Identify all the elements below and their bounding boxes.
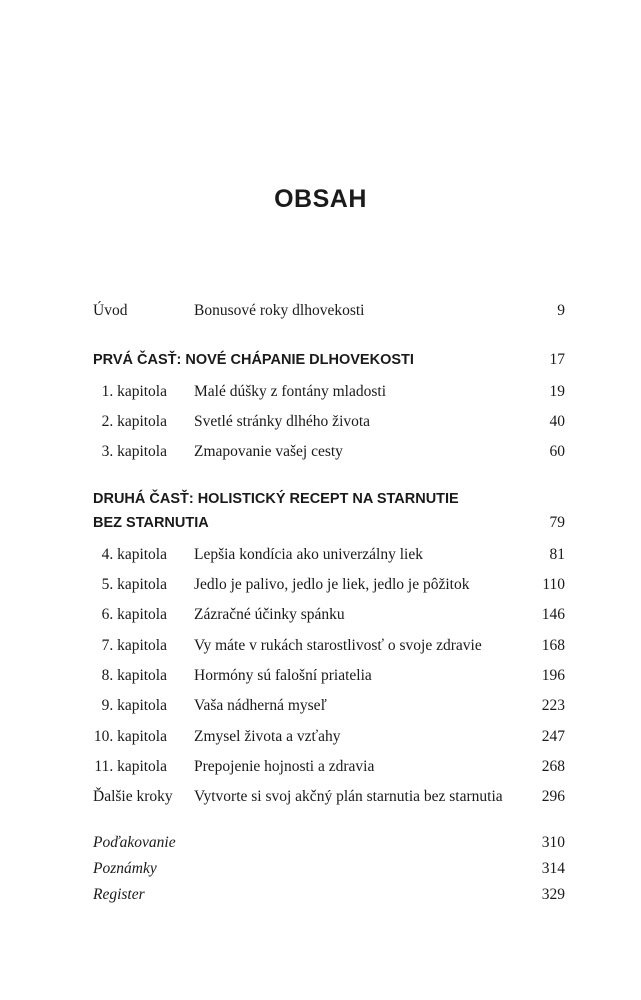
part-title: DRUHÁ ČASŤ: HOLISTICKÝ RECEPT NA STARNUT…: [93, 491, 459, 507]
entry-page: 81: [549, 546, 566, 563]
toc-entry-index: Register 329: [93, 884, 565, 906]
toc-entry-chapter: 1. kapitola Malé dúšky z fontány mladost…: [93, 381, 565, 403]
entry-label: 10. kapitola: [93, 728, 167, 745]
page-title: OBSAH: [274, 185, 367, 213]
entry-title: Hormóny sú falošní priatelia: [194, 667, 372, 684]
entry-page: 17: [549, 351, 566, 368]
toc-entry-chapter: 2. kapitola Svetlé stránky dlhého života…: [93, 411, 565, 433]
entry-page: 60: [549, 443, 566, 460]
entry-page: 196: [541, 667, 565, 684]
toc-entry-chapter: 10. kapitola Zmysel života a vzťahy 247: [93, 726, 565, 748]
entry-title: Prepojenie hojnosti a zdravia: [194, 758, 375, 775]
entry-title: Vy máte v rukách starostlivosť o svoje z…: [194, 637, 482, 654]
toc-entry-intro: Úvod Bonusové roky dlhovekosti 9: [93, 300, 565, 322]
entry-page: 329: [541, 886, 565, 903]
entry-page: 296: [541, 788, 565, 805]
toc-entry-notes: Poznámky 314: [93, 858, 565, 880]
entry-title: Jedlo je palivo, jedlo je liek, jedlo je…: [194, 576, 470, 593]
entry-page: 310: [541, 834, 565, 851]
entry-title: Zmapovanie vašej cesty: [194, 443, 343, 460]
toc-entry-chapter: 8. kapitola Hormóny sú falošní priatelia…: [93, 665, 565, 687]
entry-label: Register: [93, 886, 145, 903]
entry-page: 79: [549, 514, 566, 531]
entry-label: Úvod: [93, 302, 128, 319]
toc-entry-chapter: 5. kapitola Jedlo je palivo, jedlo je li…: [93, 574, 565, 596]
toc-part-1: PRVÁ ČASŤ: NOVÉ CHÁPANIE DLHOVEKOSTI 17: [93, 349, 565, 371]
toc-entry-chapter: 3. kapitola Zmapovanie vašej cesty 60: [93, 441, 565, 463]
entry-label: Ďalšie kroky: [93, 788, 173, 805]
entry-page: 110: [542, 576, 565, 593]
entry-page: 223: [541, 697, 565, 714]
entry-page: 168: [541, 637, 565, 654]
toc-entry-chapter: 11. kapitola Prepojenie hojnosti a zdrav…: [93, 756, 565, 778]
entry-label: 11. kapitola: [94, 758, 167, 775]
entry-title: Bonusové roky dlhovekosti: [194, 302, 365, 319]
entry-title: Svetlé stránky dlhého života: [194, 413, 371, 430]
toc-entry-chapter: 7. kapitola Vy máte v rukách starostlivo…: [93, 635, 565, 657]
entry-label: Poďakovanie: [93, 834, 176, 851]
entry-label: 2. kapitola: [101, 413, 167, 430]
entry-page: 40: [549, 413, 566, 430]
entry-title: Vytvorte si svoj akčný plán starnutia be…: [194, 788, 503, 805]
entry-title: Vaša nádherná myseľ: [194, 697, 327, 714]
entry-page: 314: [541, 860, 565, 877]
toc-part-2-line1: DRUHÁ ČASŤ: HOLISTICKÝ RECEPT NA STARNUT…: [93, 488, 565, 510]
toc-entry-acknowledgements: Poďakovanie 310: [93, 832, 565, 854]
part-title: PRVÁ ČASŤ: NOVÉ CHÁPANIE DLHOVEKOSTI: [93, 352, 414, 368]
entry-label: 1. kapitola: [101, 383, 167, 400]
entry-label: Poznámky: [93, 860, 157, 877]
entry-title: Zázračné účinky spánku: [194, 606, 345, 623]
entry-title: Zmysel života a vzťahy: [194, 728, 341, 745]
entry-title: Malé dúšky z fontány mladosti: [194, 383, 386, 400]
entry-label: 8. kapitola: [101, 667, 167, 684]
toc-entry-next-steps: Ďalšie kroky Vytvorte si svoj akčný plán…: [93, 786, 565, 808]
toc-entry-chapter: 6. kapitola Zázračné účinky spánku 146: [93, 604, 565, 626]
entry-page: 146: [541, 606, 565, 623]
entry-page: 9: [557, 302, 565, 319]
toc-entry-chapter: 9. kapitola Vaša nádherná myseľ 223: [93, 695, 565, 717]
part-title: BEZ STARNUTIA: [93, 515, 209, 531]
entry-page: 247: [541, 728, 565, 745]
entry-label: 5. kapitola: [101, 576, 167, 593]
entry-label: 9. kapitola: [101, 697, 167, 714]
toc-part-2-line2: BEZ STARNUTIA 79: [93, 512, 565, 534]
entry-page: 268: [541, 758, 565, 775]
toc-entry-chapter: 4. kapitola Lepšia kondícia ako univerzá…: [93, 544, 565, 566]
entry-page: 19: [549, 383, 566, 400]
entry-title: Lepšia kondícia ako univerzálny liek: [194, 546, 423, 563]
entry-label: 7. kapitola: [101, 637, 167, 654]
entry-label: 6. kapitola: [101, 606, 167, 623]
entry-label: 4. kapitola: [101, 546, 167, 563]
entry-label: 3. kapitola: [101, 443, 167, 460]
